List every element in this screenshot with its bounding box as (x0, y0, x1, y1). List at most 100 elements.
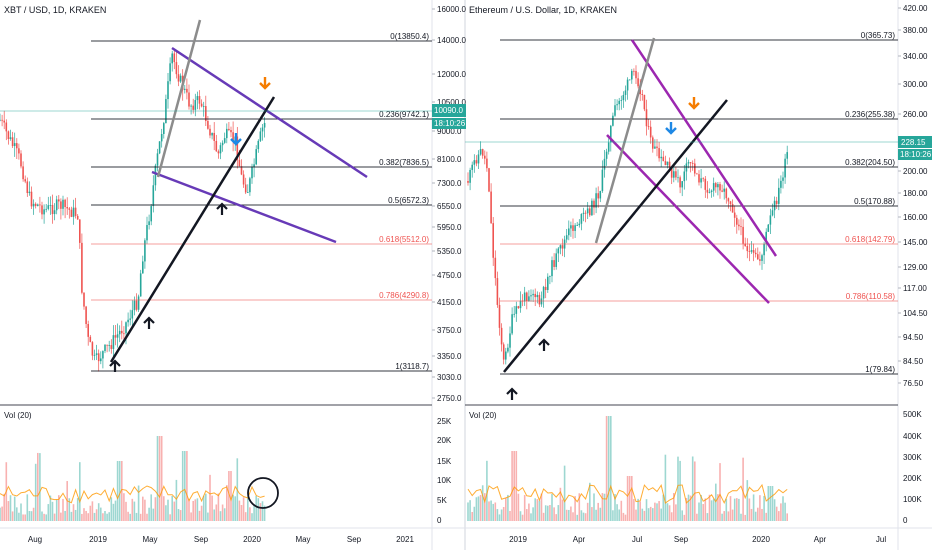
volume-bar (780, 503, 782, 521)
volume-bar (16, 507, 18, 521)
volume-bar (89, 505, 92, 521)
volume-bar (175, 479, 178, 521)
volume-bar (595, 509, 597, 521)
time-axis-left[interactable]: Aug 2019 May Sep 2020 May Sep 2021 (28, 535, 415, 544)
volume-bar (9, 495, 12, 521)
volume-bar (221, 504, 224, 521)
candle-body (7, 131, 10, 140)
candle-body (13, 143, 16, 147)
volume-bar (736, 498, 738, 521)
candle-body (83, 292, 85, 307)
price-axis-left[interactable]: 16000.0 14000.0 12000.0 10500.0 9000.0 8100.0… (432, 5, 466, 403)
volume-bar (643, 510, 646, 521)
chart-title-right: Ethereum / U.S. Dollar, 1D, KRAKEN (469, 5, 617, 15)
candle-body (500, 327, 503, 345)
candle-body (217, 151, 220, 154)
price-tick-label: 94.50 (903, 333, 924, 342)
volume-bar (612, 510, 614, 521)
candle-body (188, 92, 190, 107)
candle-body (515, 306, 518, 314)
chart-title-left: XBT / USD, 1D, KRAKEN (4, 5, 106, 15)
volume-bar (557, 505, 560, 521)
volume-bar (639, 501, 641, 521)
time-axis-right[interactable]: 2019 Apr Jul Sep 2020 Apr Jul (509, 535, 886, 544)
volume-bar (517, 493, 520, 521)
candle-body (635, 70, 637, 79)
volume-bar (586, 502, 589, 521)
volume-bar (110, 497, 113, 521)
candle-body (221, 142, 224, 146)
candle-body (511, 314, 513, 334)
volume-bar (232, 494, 234, 521)
volume-bar (683, 514, 686, 521)
candle-body (731, 203, 734, 213)
volume-bar (637, 498, 639, 521)
volume-bar (259, 503, 262, 521)
volume-bar (249, 507, 251, 521)
candle-body (719, 184, 721, 191)
volume-bar (523, 495, 526, 521)
volume-bar (702, 504, 704, 521)
volume-bar (746, 480, 749, 521)
candle-body (519, 300, 522, 309)
volume-bar (649, 506, 652, 521)
volume-bar (700, 494, 702, 521)
black-up-arrow (143, 316, 155, 329)
volume-bar (492, 503, 494, 521)
price-tick-label: 380.00 (903, 26, 928, 35)
volume-bar (589, 482, 591, 521)
candle-body (68, 208, 71, 210)
volume-bar (79, 462, 81, 521)
volume-bar (228, 471, 230, 521)
candle-body (717, 184, 719, 188)
price-tick-label: 5350.0 (437, 247, 462, 256)
candle-body (662, 156, 665, 162)
candle-body (60, 201, 62, 209)
candle-body (58, 199, 60, 202)
candle-body (100, 358, 102, 362)
volume-bar (169, 514, 171, 521)
candle-body (53, 210, 56, 215)
price-tick-label: 104.50 (903, 309, 928, 318)
candle-body (469, 169, 471, 183)
volume-bar (679, 460, 681, 521)
fib-levels-right: 0(365.73) 0.236(255.38) 0.382(204.50) 0.5(1… (500, 31, 898, 375)
volume-bar (55, 499, 58, 521)
candle-body (70, 209, 73, 217)
trendline-support-left (109, 96, 276, 363)
candle-body (647, 126, 650, 128)
volume-bar (74, 509, 77, 521)
candle-body (22, 166, 24, 180)
volume-bar (698, 502, 700, 521)
candle-body (213, 132, 215, 141)
candle-body (30, 191, 33, 207)
volume-label-right: Vol (20) (469, 411, 497, 420)
volume-bar (662, 494, 665, 521)
volume-bar (498, 514, 501, 521)
candle-body (780, 180, 782, 188)
volume-bar (572, 512, 574, 521)
volume-bar (30, 511, 33, 521)
price-axis-right[interactable]: 420.00380.00340.00300.00260.00230.00200.… (898, 4, 928, 388)
volume-bar (121, 461, 123, 521)
candle-body (607, 142, 610, 152)
volume-bar (87, 513, 89, 521)
volume-bar (7, 501, 10, 521)
volume-bar (593, 493, 595, 521)
volume-bar (599, 507, 602, 521)
candle-body (18, 148, 20, 154)
volume-bar (253, 505, 255, 521)
candle-body (603, 158, 606, 170)
volume-bar (76, 498, 79, 521)
price-tick-label: 16000.0 (437, 5, 466, 14)
volume-bar (11, 511, 14, 521)
candle-body (631, 70, 633, 80)
candle-body (591, 200, 593, 216)
volume-bar (167, 499, 169, 521)
volume-bar (616, 504, 618, 521)
candle-body (259, 131, 262, 141)
candle-body (559, 245, 562, 249)
volume-bar (58, 495, 60, 521)
volume-bar (673, 493, 675, 521)
